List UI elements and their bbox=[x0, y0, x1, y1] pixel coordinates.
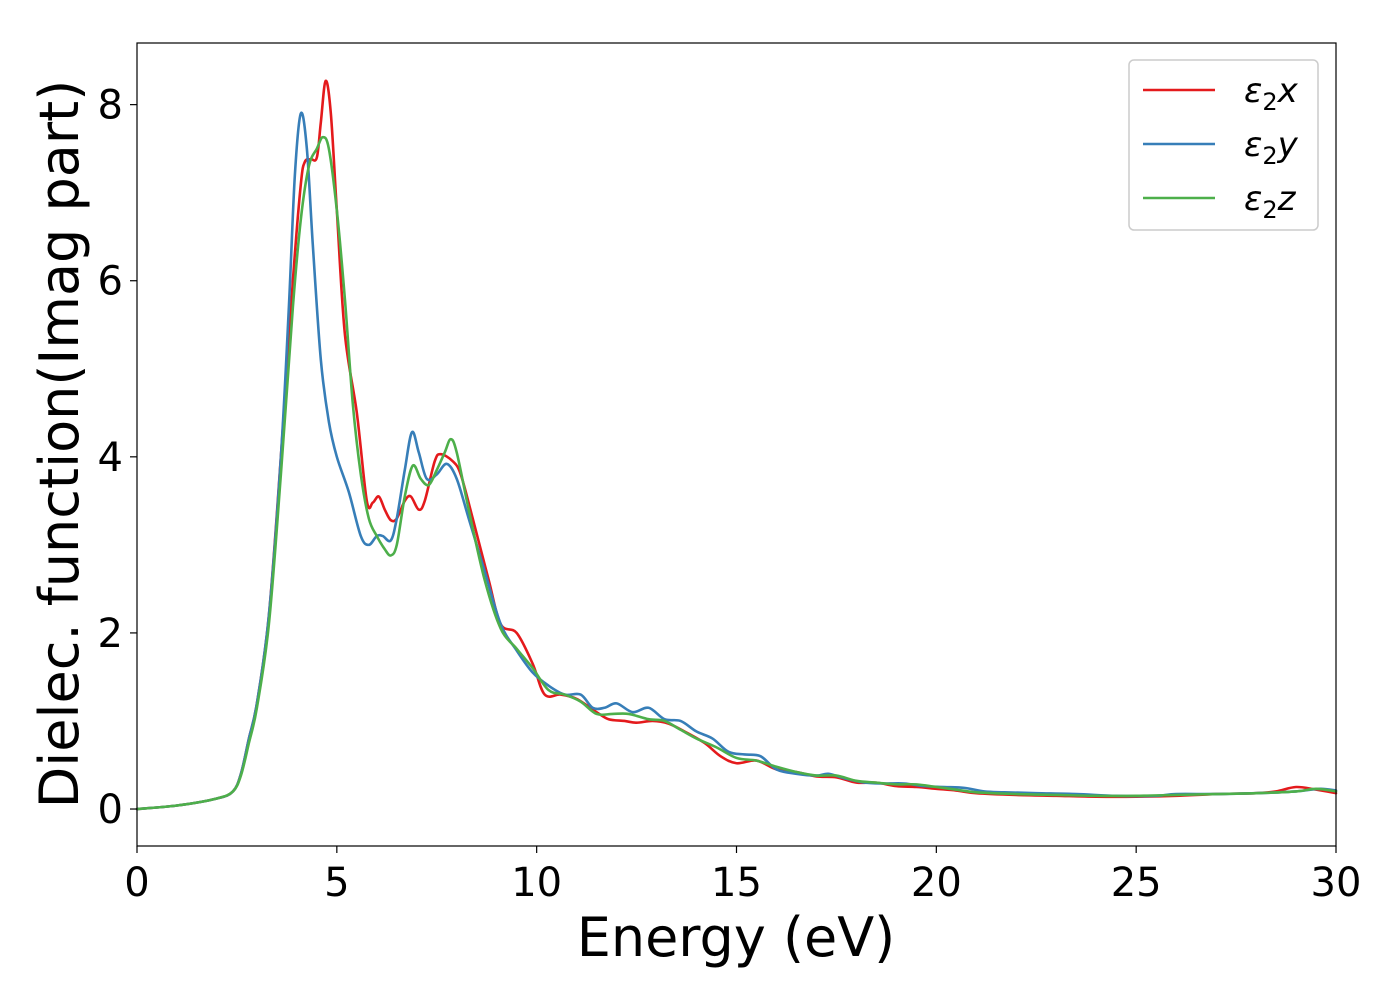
x-tick-label: 10 bbox=[511, 860, 562, 906]
y-axis-title: Dielec. function(Imag part) bbox=[28, 80, 91, 809]
y-tick-label: 0 bbox=[98, 787, 123, 833]
y-tick-label: 4 bbox=[98, 435, 123, 481]
y-axis-ticks: 0 2 4 6 8 bbox=[98, 83, 137, 833]
legend-label-z: ε2z bbox=[1244, 179, 1297, 224]
x-tick-label: 15 bbox=[711, 860, 762, 906]
y-tick-label: 8 bbox=[98, 83, 123, 129]
series-line-z bbox=[135, 135, 1338, 811]
x-tick-label: 5 bbox=[324, 860, 349, 906]
legend-label-y: ε2y bbox=[1244, 125, 1299, 170]
x-tick-label: 25 bbox=[1111, 860, 1162, 906]
x-axis-ticks: 0 5 10 15 20 25 30 bbox=[124, 846, 1361, 906]
legend-label-x: ε2x bbox=[1244, 71, 1299, 116]
legend-box bbox=[1128, 59, 1319, 231]
x-tick-label: 0 bbox=[124, 860, 149, 906]
y-tick-label: 2 bbox=[98, 611, 123, 657]
x-tick-label: 20 bbox=[911, 860, 962, 906]
series-layer bbox=[135, 79, 1338, 811]
x-tick-label: 30 bbox=[1311, 860, 1362, 906]
x-axis-title: Energy (eV) bbox=[577, 906, 896, 969]
y-tick-label: 6 bbox=[98, 259, 123, 305]
legend: ε2x ε2y ε2z bbox=[1128, 59, 1319, 231]
